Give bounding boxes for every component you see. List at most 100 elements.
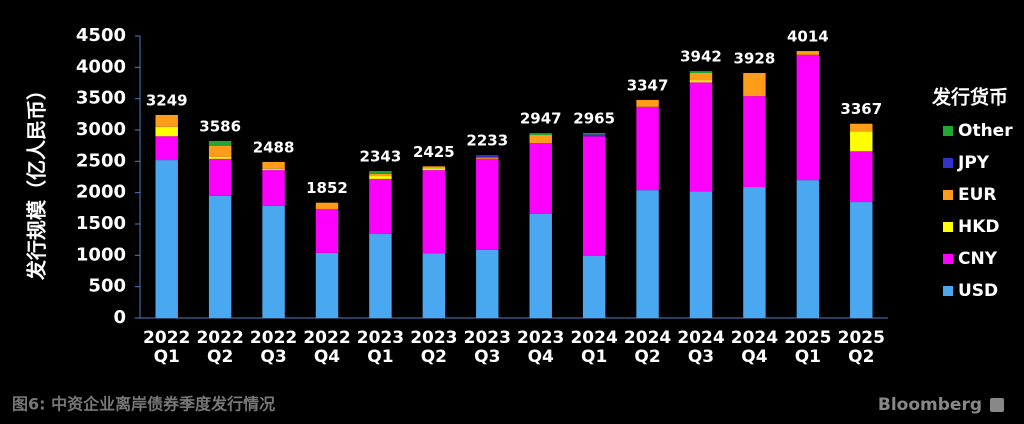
y-tick-label: 1000 [76,244,126,265]
legend-label: JPY [957,153,990,173]
legend-swatch [943,254,953,264]
total-label: 4014 [787,28,829,46]
x-tick-label: 2022 [303,328,350,348]
bar-segment [422,166,446,169]
bar-segment [369,234,392,318]
bar-segment [850,151,873,203]
y-tick-label: 0 [113,307,126,328]
bar-segment [476,155,499,158]
y-tick-label: 2000 [76,182,126,203]
legend-swatch [943,158,953,168]
bar-segment [796,54,820,181]
bar-segment [796,51,820,55]
total-label: 2947 [520,110,562,128]
total-label: 3942 [680,48,722,66]
bar-segment [850,131,873,152]
x-tick-label: 2022 [250,328,297,348]
bar-segment [636,106,659,191]
y-tick-label: 4000 [76,56,126,77]
bar-segment [582,134,606,137]
x-tick-label: Q3 [474,347,500,367]
x-tick-label: 2022 [196,328,243,348]
total-label: 3586 [199,117,241,135]
bar-segment [743,96,766,188]
bar-segment [208,140,232,146]
bar-segment [582,255,606,318]
logo-icon [990,398,1004,412]
legend-swatch [943,286,953,296]
x-tick-label: Q2 [421,347,447,367]
bar-segment [315,252,339,318]
bar-segment [208,156,232,159]
legend-label: CNY [958,249,998,269]
x-tick-label: 2025 [838,328,885,348]
total-label: 3249 [146,91,188,109]
bar-segment [262,170,285,206]
bar-segment [155,136,178,161]
x-tick-label: Q1 [581,347,607,367]
bar-segment [262,168,285,171]
y-axis-label: 发行规模（亿人民币） [25,80,49,281]
legend-label: EUR [958,185,997,205]
source: Bloomberg [878,395,982,415]
x-tick-label: Q4 [314,347,340,367]
y-tick-label: 2500 [76,150,126,171]
bar-segment [689,71,713,73]
x-tick-label: Q1 [367,347,393,367]
x-tick-label: Q2 [848,347,874,367]
x-tick-label: 2024 [731,328,778,348]
caption: 图6: 中资企业离岸债券季度发行情况 [12,395,275,414]
total-label: 2343 [360,148,402,166]
bar-segment [636,99,659,107]
y-tick-label: 500 [88,276,126,297]
bar-segment [208,145,232,157]
x-tick-label: 2024 [624,328,671,348]
legend-swatch [943,222,953,232]
legend-swatch [943,126,953,136]
bar-segment [476,157,499,159]
bar-segment [155,160,178,318]
bar-segment [582,136,606,256]
x-tick-label: Q1 [154,347,180,367]
x-tick-label: 2024 [570,328,617,348]
x-tick-label: Q2 [634,347,660,367]
bar-segment [689,80,713,83]
bar-segment [689,82,713,192]
bar-segment [689,191,713,318]
bar-segment [529,213,552,318]
x-tick-label: 2025 [784,328,831,348]
y-tick-label: 1500 [76,213,126,234]
bar-segment [743,187,766,318]
bar-segment [155,114,178,127]
x-tick-label: 2023 [464,328,511,348]
bar-segment [850,202,873,318]
total-label: 2488 [253,138,295,156]
legend-label: USD [958,281,998,301]
x-tick-label: Q3 [688,347,714,367]
bar-segment [636,190,659,318]
bar-segment [315,202,339,209]
total-label: 3347 [627,76,669,94]
bar-segment [262,161,285,169]
bar-segment [422,170,446,254]
x-tick-label: Q1 [795,347,821,367]
total-label: 2425 [413,143,455,161]
legend-label: Other [958,121,1013,141]
total-label: 2965 [573,110,615,128]
x-tick-label: Q3 [260,347,286,367]
bar-segment [155,126,178,137]
y-tick-label: 3000 [76,119,126,140]
total-label: 3367 [840,100,882,118]
x-tick-label: 2023 [357,328,404,348]
legend-label: HKD [958,217,1000,237]
bar-segment [315,208,339,253]
bar-segment [529,135,552,144]
total-label: 3928 [734,49,776,67]
bar-segment [476,249,499,318]
bar-segment [369,178,392,235]
bar-segment [369,171,392,174]
bar-segment [208,195,232,318]
bar-segment [369,176,392,179]
